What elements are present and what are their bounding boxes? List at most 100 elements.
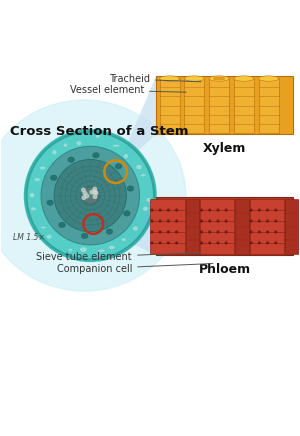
Ellipse shape bbox=[46, 235, 52, 239]
Circle shape bbox=[82, 196, 85, 200]
Circle shape bbox=[250, 220, 252, 222]
Text: Companion cell: Companion cell bbox=[57, 263, 213, 274]
Bar bbox=[184, 78, 204, 133]
Circle shape bbox=[159, 231, 161, 233]
Circle shape bbox=[151, 209, 153, 211]
Circle shape bbox=[258, 209, 260, 211]
Circle shape bbox=[167, 242, 169, 244]
Circle shape bbox=[93, 187, 97, 191]
Text: LM 1.5×: LM 1.5× bbox=[13, 233, 44, 242]
Ellipse shape bbox=[59, 222, 65, 228]
Text: Cross Section of a Stem: Cross Section of a Stem bbox=[10, 125, 188, 138]
Circle shape bbox=[176, 242, 178, 244]
Ellipse shape bbox=[40, 167, 46, 170]
Circle shape bbox=[83, 191, 87, 195]
Ellipse shape bbox=[93, 153, 99, 158]
Circle shape bbox=[250, 209, 252, 211]
Circle shape bbox=[275, 209, 277, 211]
Polygon shape bbox=[116, 76, 156, 172]
Circle shape bbox=[267, 231, 268, 233]
Circle shape bbox=[267, 220, 268, 222]
Circle shape bbox=[176, 209, 178, 211]
Circle shape bbox=[275, 231, 277, 233]
Circle shape bbox=[250, 231, 252, 233]
Ellipse shape bbox=[98, 249, 105, 252]
Ellipse shape bbox=[95, 134, 100, 138]
Circle shape bbox=[225, 231, 227, 233]
Ellipse shape bbox=[115, 164, 122, 169]
Ellipse shape bbox=[68, 157, 74, 162]
Circle shape bbox=[25, 130, 156, 261]
Bar bbox=[285, 199, 298, 254]
Circle shape bbox=[159, 220, 161, 222]
Circle shape bbox=[167, 231, 169, 233]
Circle shape bbox=[209, 220, 211, 222]
Circle shape bbox=[94, 191, 98, 195]
Text: Phloem: Phloem bbox=[199, 263, 251, 276]
Circle shape bbox=[217, 209, 219, 211]
Circle shape bbox=[176, 231, 178, 233]
Ellipse shape bbox=[209, 76, 229, 81]
Circle shape bbox=[258, 231, 260, 233]
Circle shape bbox=[201, 231, 203, 233]
Bar bbox=[209, 78, 229, 133]
Ellipse shape bbox=[140, 174, 146, 177]
Ellipse shape bbox=[47, 200, 53, 205]
Ellipse shape bbox=[0, 100, 186, 291]
Ellipse shape bbox=[214, 77, 225, 80]
Bar bbox=[200, 199, 234, 254]
Ellipse shape bbox=[112, 145, 120, 147]
Circle shape bbox=[275, 220, 277, 222]
Circle shape bbox=[225, 220, 227, 222]
Bar bbox=[186, 199, 200, 254]
Circle shape bbox=[93, 195, 97, 198]
Circle shape bbox=[85, 194, 89, 198]
Ellipse shape bbox=[259, 76, 279, 81]
Circle shape bbox=[267, 242, 268, 244]
Circle shape bbox=[217, 242, 219, 244]
Circle shape bbox=[201, 220, 203, 222]
Circle shape bbox=[159, 209, 161, 211]
Ellipse shape bbox=[109, 245, 115, 249]
Ellipse shape bbox=[106, 229, 113, 234]
Circle shape bbox=[82, 188, 85, 192]
Circle shape bbox=[54, 160, 126, 232]
Bar bbox=[156, 197, 293, 255]
Ellipse shape bbox=[143, 206, 148, 211]
Bar bbox=[235, 199, 249, 254]
Circle shape bbox=[258, 220, 260, 222]
Ellipse shape bbox=[234, 76, 254, 81]
Text: Xylem: Xylem bbox=[203, 142, 246, 155]
Ellipse shape bbox=[136, 165, 142, 170]
Ellipse shape bbox=[76, 141, 82, 146]
Text: Vessel element: Vessel element bbox=[70, 85, 186, 95]
Ellipse shape bbox=[50, 175, 57, 181]
Circle shape bbox=[90, 191, 94, 194]
Circle shape bbox=[159, 242, 161, 244]
Circle shape bbox=[267, 209, 268, 211]
Text: Tracheid: Tracheid bbox=[109, 74, 201, 84]
Bar bbox=[151, 199, 185, 254]
Ellipse shape bbox=[52, 150, 57, 155]
Circle shape bbox=[201, 242, 203, 244]
Circle shape bbox=[275, 242, 277, 244]
Circle shape bbox=[250, 242, 252, 244]
Ellipse shape bbox=[160, 76, 180, 81]
Circle shape bbox=[225, 209, 227, 211]
Circle shape bbox=[151, 220, 153, 222]
Circle shape bbox=[176, 220, 178, 222]
Ellipse shape bbox=[34, 178, 41, 181]
Ellipse shape bbox=[41, 226, 46, 228]
Ellipse shape bbox=[124, 153, 128, 159]
Circle shape bbox=[93, 190, 97, 194]
Text: Sieve tube element: Sieve tube element bbox=[37, 252, 201, 262]
Circle shape bbox=[167, 209, 169, 211]
Circle shape bbox=[209, 242, 211, 244]
Ellipse shape bbox=[133, 226, 138, 231]
Ellipse shape bbox=[127, 186, 134, 191]
Ellipse shape bbox=[63, 143, 68, 147]
Circle shape bbox=[217, 220, 219, 222]
Circle shape bbox=[41, 146, 140, 245]
Circle shape bbox=[201, 209, 203, 211]
Ellipse shape bbox=[31, 207, 36, 211]
